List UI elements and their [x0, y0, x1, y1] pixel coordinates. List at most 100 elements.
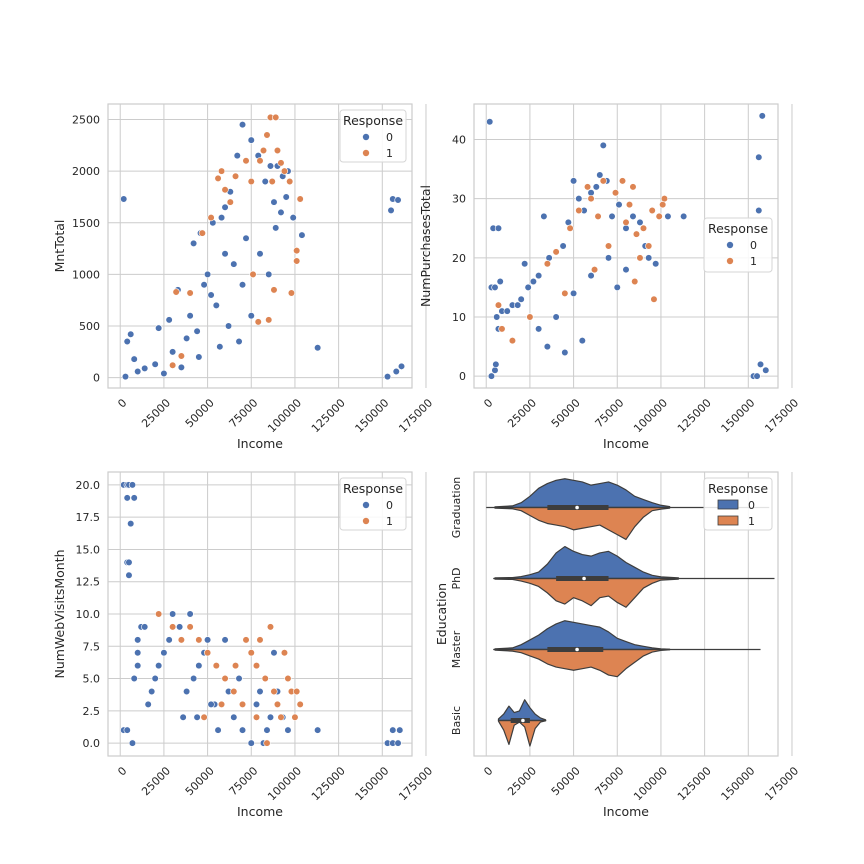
data-point-0: [604, 254, 613, 262]
legend-box: [339, 109, 407, 163]
data-point-1: [277, 713, 285, 721]
violin-median: [521, 718, 525, 723]
data-point-1: [293, 247, 301, 255]
data-point-0: [125, 571, 133, 579]
data-point-1: [629, 183, 637, 191]
data-point-1: [265, 316, 273, 324]
data-point-1: [217, 700, 226, 708]
data-point-0: [564, 218, 572, 226]
data-point-0: [212, 301, 220, 309]
y-tick-label: 17.5: [76, 511, 101, 524]
data-point-0: [177, 363, 185, 371]
y-tick-label: 5.0: [83, 673, 101, 686]
x-tick-label: 0: [115, 396, 129, 410]
data-point-1: [177, 636, 185, 644]
data-point-1: [498, 325, 506, 333]
data-point-1: [659, 200, 667, 209]
data-point-1: [632, 230, 641, 238]
data-point-0: [195, 353, 203, 361]
data-point-0: [207, 291, 215, 299]
x-axis-label: Income: [603, 804, 649, 819]
legend-label-1: 1: [386, 515, 393, 528]
data-point-0: [383, 373, 392, 381]
x-tick-label: 150000: [719, 396, 758, 435]
x-tick-label: 125000: [675, 764, 714, 803]
data-point-0: [755, 153, 763, 161]
data-point-1: [198, 229, 206, 237]
data-point-0: [503, 307, 511, 315]
data-point-0: [230, 713, 238, 721]
data-point-1: [273, 146, 282, 155]
data-point-0: [314, 344, 322, 352]
x-axis-label: Income: [237, 436, 283, 451]
legend-label-1: 1: [386, 147, 393, 160]
data-point-0: [284, 726, 292, 734]
x-tick-label: 25000: [139, 764, 173, 798]
x-tick-label: 0: [115, 764, 129, 778]
data-point-0: [130, 674, 138, 683]
data-point-1: [639, 224, 648, 232]
data-point-1: [270, 687, 278, 696]
data-point-0: [492, 360, 500, 368]
data-point-1: [296, 700, 304, 708]
data-point-1: [650, 295, 658, 303]
data-point-0: [238, 121, 247, 129]
data-point-0: [758, 112, 766, 120]
data-point-0: [186, 610, 194, 618]
y-tick-label: Master: [450, 630, 463, 668]
data-point-0: [265, 270, 273, 279]
data-point-0: [128, 481, 137, 489]
violin-half-1: [494, 506, 671, 541]
data-point-1: [293, 687, 301, 696]
data-point-0: [160, 369, 168, 378]
data-point-0: [134, 636, 142, 644]
data-point-1: [242, 157, 250, 165]
data-point-1: [169, 361, 177, 369]
legend-swatch-0: [717, 499, 739, 510]
data-point-1: [286, 177, 294, 186]
data-point-0: [561, 348, 569, 357]
data-point-0: [193, 713, 201, 721]
data-point-0: [575, 195, 583, 203]
y-axis-label: Education: [434, 583, 449, 645]
data-point-0: [496, 277, 504, 286]
data-point-1: [599, 177, 607, 185]
x-tick-label: 125000: [309, 764, 348, 803]
x-tick-label: 175000: [396, 396, 435, 435]
data-point-0: [186, 312, 194, 320]
data-point-0: [392, 367, 400, 376]
legend-label-1: 1: [748, 515, 755, 528]
legend-swatch-1: [717, 515, 739, 526]
y-tick-label: Basic: [450, 706, 463, 735]
data-point-0: [203, 636, 212, 644]
data-point-0: [592, 183, 600, 191]
data-point-1: [231, 172, 240, 180]
data-point-1: [221, 186, 229, 194]
data-point-0: [487, 372, 496, 380]
data-point-0: [130, 355, 138, 363]
y-tick-label: Graduation: [450, 477, 463, 539]
data-point-0: [169, 610, 177, 618]
data-point-0: [190, 239, 198, 248]
data-point-0: [238, 281, 247, 289]
data-point-1: [169, 623, 177, 631]
data-point-0: [559, 242, 567, 250]
data-point-0: [123, 337, 131, 346]
data-point-1: [631, 277, 639, 286]
data-point-0: [753, 372, 761, 380]
data-point-1: [552, 248, 560, 256]
data-point-1: [226, 198, 234, 206]
data-point-0: [165, 636, 173, 644]
y-tick-label: 0: [459, 370, 466, 383]
y-axis-label: MntTotal: [52, 220, 67, 273]
legend: Response 0 1: [339, 109, 407, 163]
x-tick-label: 175000: [396, 764, 435, 803]
data-point-1: [590, 266, 599, 274]
data-point-0: [389, 726, 397, 734]
data-point-0: [235, 674, 243, 683]
data-point-1: [254, 318, 262, 326]
data-point-1: [259, 146, 268, 155]
data-point-0: [645, 254, 653, 262]
data-point-1: [268, 177, 276, 186]
data-point-1: [645, 242, 653, 250]
